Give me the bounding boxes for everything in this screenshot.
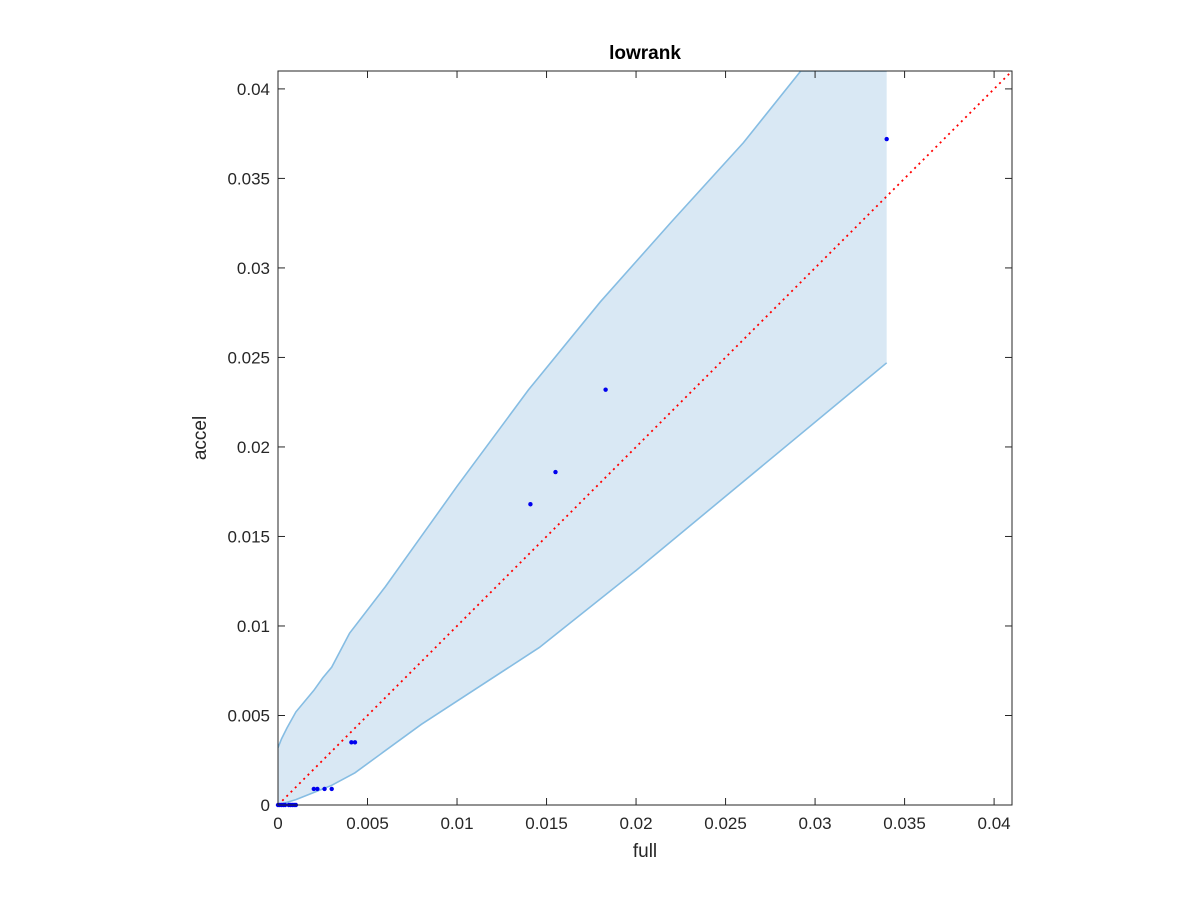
y-tick-label: 0.025 [227,348,270,367]
y-axis-label: accel [190,416,211,460]
x-tick-label: 0.005 [346,814,389,833]
data-point [322,786,327,792]
data-point [349,740,354,745]
x-tick-label: 0.015 [525,814,568,833]
y-tick-label: 0.04 [237,80,270,99]
plot-frame [277,70,1013,806]
x-tick-label: 0.02 [620,814,653,833]
reference-line [278,71,1012,805]
x-tick-label: 0.025 [704,814,747,833]
x-tick-label: 0.04 [978,814,1011,833]
data-point [884,136,889,142]
y-tick-label: 0.01 [237,617,270,636]
band-lower-edge [278,362,888,805]
y-tick-label: 0.03 [237,259,270,278]
y-tick-label: 0.035 [227,169,270,188]
y-tick-label: 0 [261,796,270,815]
data-point [329,786,334,792]
x-tick-label: 0 [273,814,282,833]
confidence-band [278,71,887,805]
data-point [528,502,533,507]
band-upper-edge [278,71,887,749]
x-tick-label: 0.03 [799,814,832,833]
x-tick-label: 0.01 [440,814,473,833]
data-point [553,469,558,475]
x-tick-label: 0.035 [883,814,926,833]
y-tick-label: 0.02 [237,438,270,457]
data-point [311,786,317,792]
y-tick-label: 0.015 [227,527,270,546]
y-tick-label: 0.005 [227,706,270,725]
x-axis-label: full [633,841,657,862]
data-point [603,387,608,392]
data-point [352,740,358,745]
chart-title: lowrank [609,43,681,64]
data-point [315,786,320,792]
